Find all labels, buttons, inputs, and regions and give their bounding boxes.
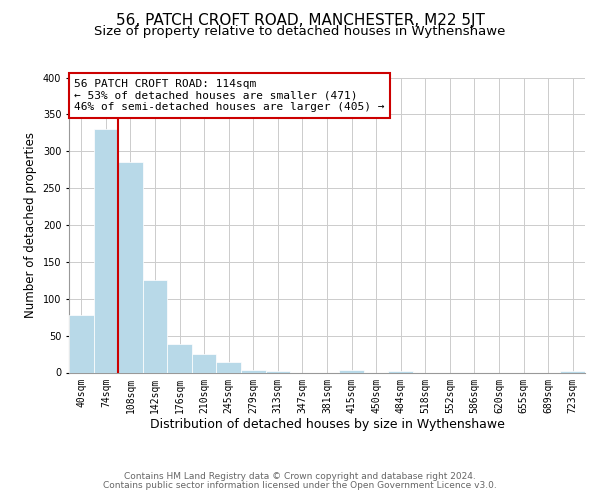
Bar xyxy=(560,371,585,372)
Bar xyxy=(388,371,413,372)
Text: 56 PATCH CROFT ROAD: 114sqm
← 53% of detached houses are smaller (471)
46% of se: 56 PATCH CROFT ROAD: 114sqm ← 53% of det… xyxy=(74,79,385,112)
X-axis label: Distribution of detached houses by size in Wythenshawe: Distribution of detached houses by size … xyxy=(149,418,505,431)
Bar xyxy=(118,162,143,372)
Bar xyxy=(94,129,118,372)
Bar xyxy=(167,344,192,372)
Y-axis label: Number of detached properties: Number of detached properties xyxy=(24,132,37,318)
Text: Contains HM Land Registry data © Crown copyright and database right 2024.: Contains HM Land Registry data © Crown c… xyxy=(124,472,476,481)
Bar xyxy=(217,362,241,372)
Bar xyxy=(192,354,217,372)
Text: Contains public sector information licensed under the Open Government Licence v3: Contains public sector information licen… xyxy=(103,481,497,490)
Text: Size of property relative to detached houses in Wythenshawe: Size of property relative to detached ho… xyxy=(94,25,506,38)
Bar xyxy=(143,280,167,372)
Text: 56, PATCH CROFT ROAD, MANCHESTER, M22 5JT: 56, PATCH CROFT ROAD, MANCHESTER, M22 5J… xyxy=(116,12,484,28)
Bar xyxy=(69,315,94,372)
Bar xyxy=(266,371,290,372)
Bar xyxy=(339,370,364,372)
Bar xyxy=(241,370,266,372)
